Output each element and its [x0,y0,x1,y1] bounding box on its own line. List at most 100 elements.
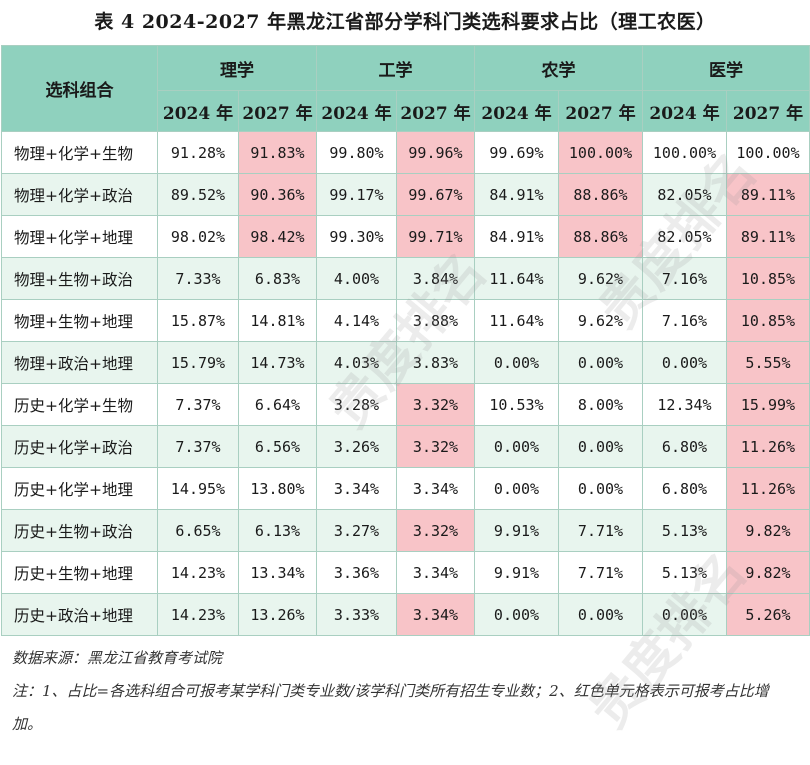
value-cell-increase: 3.32% [396,425,475,468]
value-cell-increase: 89.11% [726,215,810,258]
value-cell-increase: 15.99% [726,383,810,426]
combo-cell: 物理+化学+生物 [1,131,158,174]
value-cell: 89.52% [157,173,239,216]
value-cell: 9.91% [474,551,559,594]
value-cell: 0.00% [474,467,559,510]
value-cell: 82.05% [642,215,727,258]
value-cell: 0.00% [474,593,559,636]
year-header: 2024 年 [316,90,397,132]
value-cell: 15.79% [157,341,239,384]
combo-cell: 物理+政治+地理 [1,341,158,384]
combo-cell: 历史+化学+政治 [1,425,158,468]
value-cell: 91.28% [157,131,239,174]
value-cell: 3.83% [396,341,475,384]
value-cell: 0.00% [558,467,643,510]
table-title: 表 4 2024-2027 年黑龙江省部分学科门类选科要求占比（理工农医） [94,11,716,33]
value-cell: 3.34% [316,467,397,510]
value-cell-increase: 99.96% [396,131,475,174]
value-cell: 6.13% [238,509,317,552]
value-cell: 5.13% [642,509,727,552]
combo-cell: 历史+化学+地理 [1,467,158,510]
value-cell-increase: 10.85% [726,299,810,342]
value-cell: 3.88% [396,299,475,342]
value-cell: 7.37% [157,425,239,468]
value-cell: 0.00% [642,341,727,384]
value-cell: 10.53% [474,383,559,426]
value-cell: 15.87% [157,299,239,342]
table-row: 物理+生物+政治 7.33% 6.83% 4.00% 3.84% 11.64% 9.62% 7… [1,257,810,300]
value-cell: 99.17% [316,173,397,216]
value-cell: 3.26% [316,425,397,468]
value-cell: 7.16% [642,299,727,342]
combo-cell: 物理+化学+地理 [1,215,158,258]
combo-cell: 历史+生物+政治 [1,509,158,552]
value-cell: 84.91% [474,215,559,258]
value-cell: 7.37% [157,383,239,426]
table-row: 历史+化学+地理 14.95% 13.80% 3.34% 3.34% 0.00% 0.00%… [1,467,810,510]
combo-cell: 物理+生物+地理 [1,299,158,342]
value-cell: 7.33% [157,257,239,300]
value-cell: 7.71% [558,509,643,552]
value-cell: 0.00% [642,593,727,636]
table-row: 历史+政治+地理 14.23% 13.26% 3.33% 3.34% 0.00% 0.00%… [1,593,810,636]
value-cell-increase: 10.85% [726,257,810,300]
value-cell: 3.36% [316,551,397,594]
header-row-years: 2024 年 2027 年 2024 年 2027 年 2024 年 2027 … [2,90,810,132]
table-row: 历史+化学+生物 7.37% 6.64% 3.28% 3.32% 10.53% 8.00% 1… [1,383,810,426]
value-cell: 14.73% [238,341,317,384]
value-cell: 9.62% [558,299,643,342]
value-cell: 11.64% [474,257,559,300]
table-row: 历史+生物+政治 6.65% 6.13% 3.27% 3.32% 9.91% 7.71% 5.… [1,509,810,552]
value-cell-increase: 9.82% [726,551,810,594]
combo-cell: 物理+化学+政治 [1,173,158,216]
value-cell: 6.56% [238,425,317,468]
value-cell: 99.69% [474,131,559,174]
group-header-science: 理学 [157,45,317,91]
value-cell: 0.00% [558,341,643,384]
value-cell: 3.84% [396,257,475,300]
value-cell: 0.00% [474,425,559,468]
value-cell: 84.91% [474,173,559,216]
value-cell: 4.00% [316,257,397,300]
year-header: 2027 年 [558,90,643,132]
value-cell: 13.34% [238,551,317,594]
table-row: 历史+化学+政治 7.37% 6.56% 3.26% 3.32% 0.00% 0.00% 6.… [1,425,810,468]
value-cell: 12.34% [642,383,727,426]
group-header-agriculture: 农学 [474,45,643,91]
value-cell: 5.13% [642,551,727,594]
value-cell: 3.27% [316,509,397,552]
value-cell: 98.02% [157,215,239,258]
value-cell: 3.34% [396,551,475,594]
value-cell-increase: 99.67% [396,173,475,216]
header-row-groups: 选科组合 理学 工学 农学 医学 [1,45,810,132]
value-cell: 14.23% [157,593,239,636]
year-header: 2027 年 [396,90,475,132]
combo-cell: 历史+化学+生物 [1,383,158,426]
year-header: 2024 年 [474,90,559,132]
value-cell: 0.00% [558,593,643,636]
year-header: 2027 年 [238,90,317,132]
value-cell-increase: 100.00% [558,131,643,174]
value-cell-increase: 5.55% [726,341,810,384]
subject-requirement-table: 选科组合 理学 工学 农学 医学 2024 年 2027 年 2024 年 20… [1,45,810,636]
value-cell-increase: 3.32% [396,383,475,426]
value-cell: 9.91% [474,509,559,552]
combo-cell: 物理+生物+政治 [1,257,158,300]
table-body: 物理+化学+生物 91.28% 91.83% 99.80% 99.96% 99.69% 10… [1,131,810,636]
combo-cell: 历史+政治+地理 [1,593,158,636]
value-cell: 4.03% [316,341,397,384]
value-cell-increase: 99.71% [396,215,475,258]
value-cell: 4.14% [316,299,397,342]
combo-cell: 历史+生物+地理 [1,551,158,594]
value-cell-increase: 91.83% [238,131,317,174]
value-cell-increase: 90.36% [238,173,317,216]
value-cell-increase: 9.82% [726,509,810,552]
value-cell: 3.28% [316,383,397,426]
notes: 数据来源：黑龙江省教育考试院 注：1、占比=各选科组合可报考某学科门类专业数/该… [0,636,810,741]
value-cell: 14.95% [157,467,239,510]
year-header: 2024 年 [642,90,727,132]
value-cell: 8.00% [558,383,643,426]
value-cell: 9.62% [558,257,643,300]
table-row: 物理+化学+地理 98.02% 98.42% 99.30% 99.71% 84.91% 88… [1,215,810,258]
table-row: 物理+生物+地理 15.87% 14.81% 4.14% 3.88% 11.64% 9.62… [1,299,810,342]
